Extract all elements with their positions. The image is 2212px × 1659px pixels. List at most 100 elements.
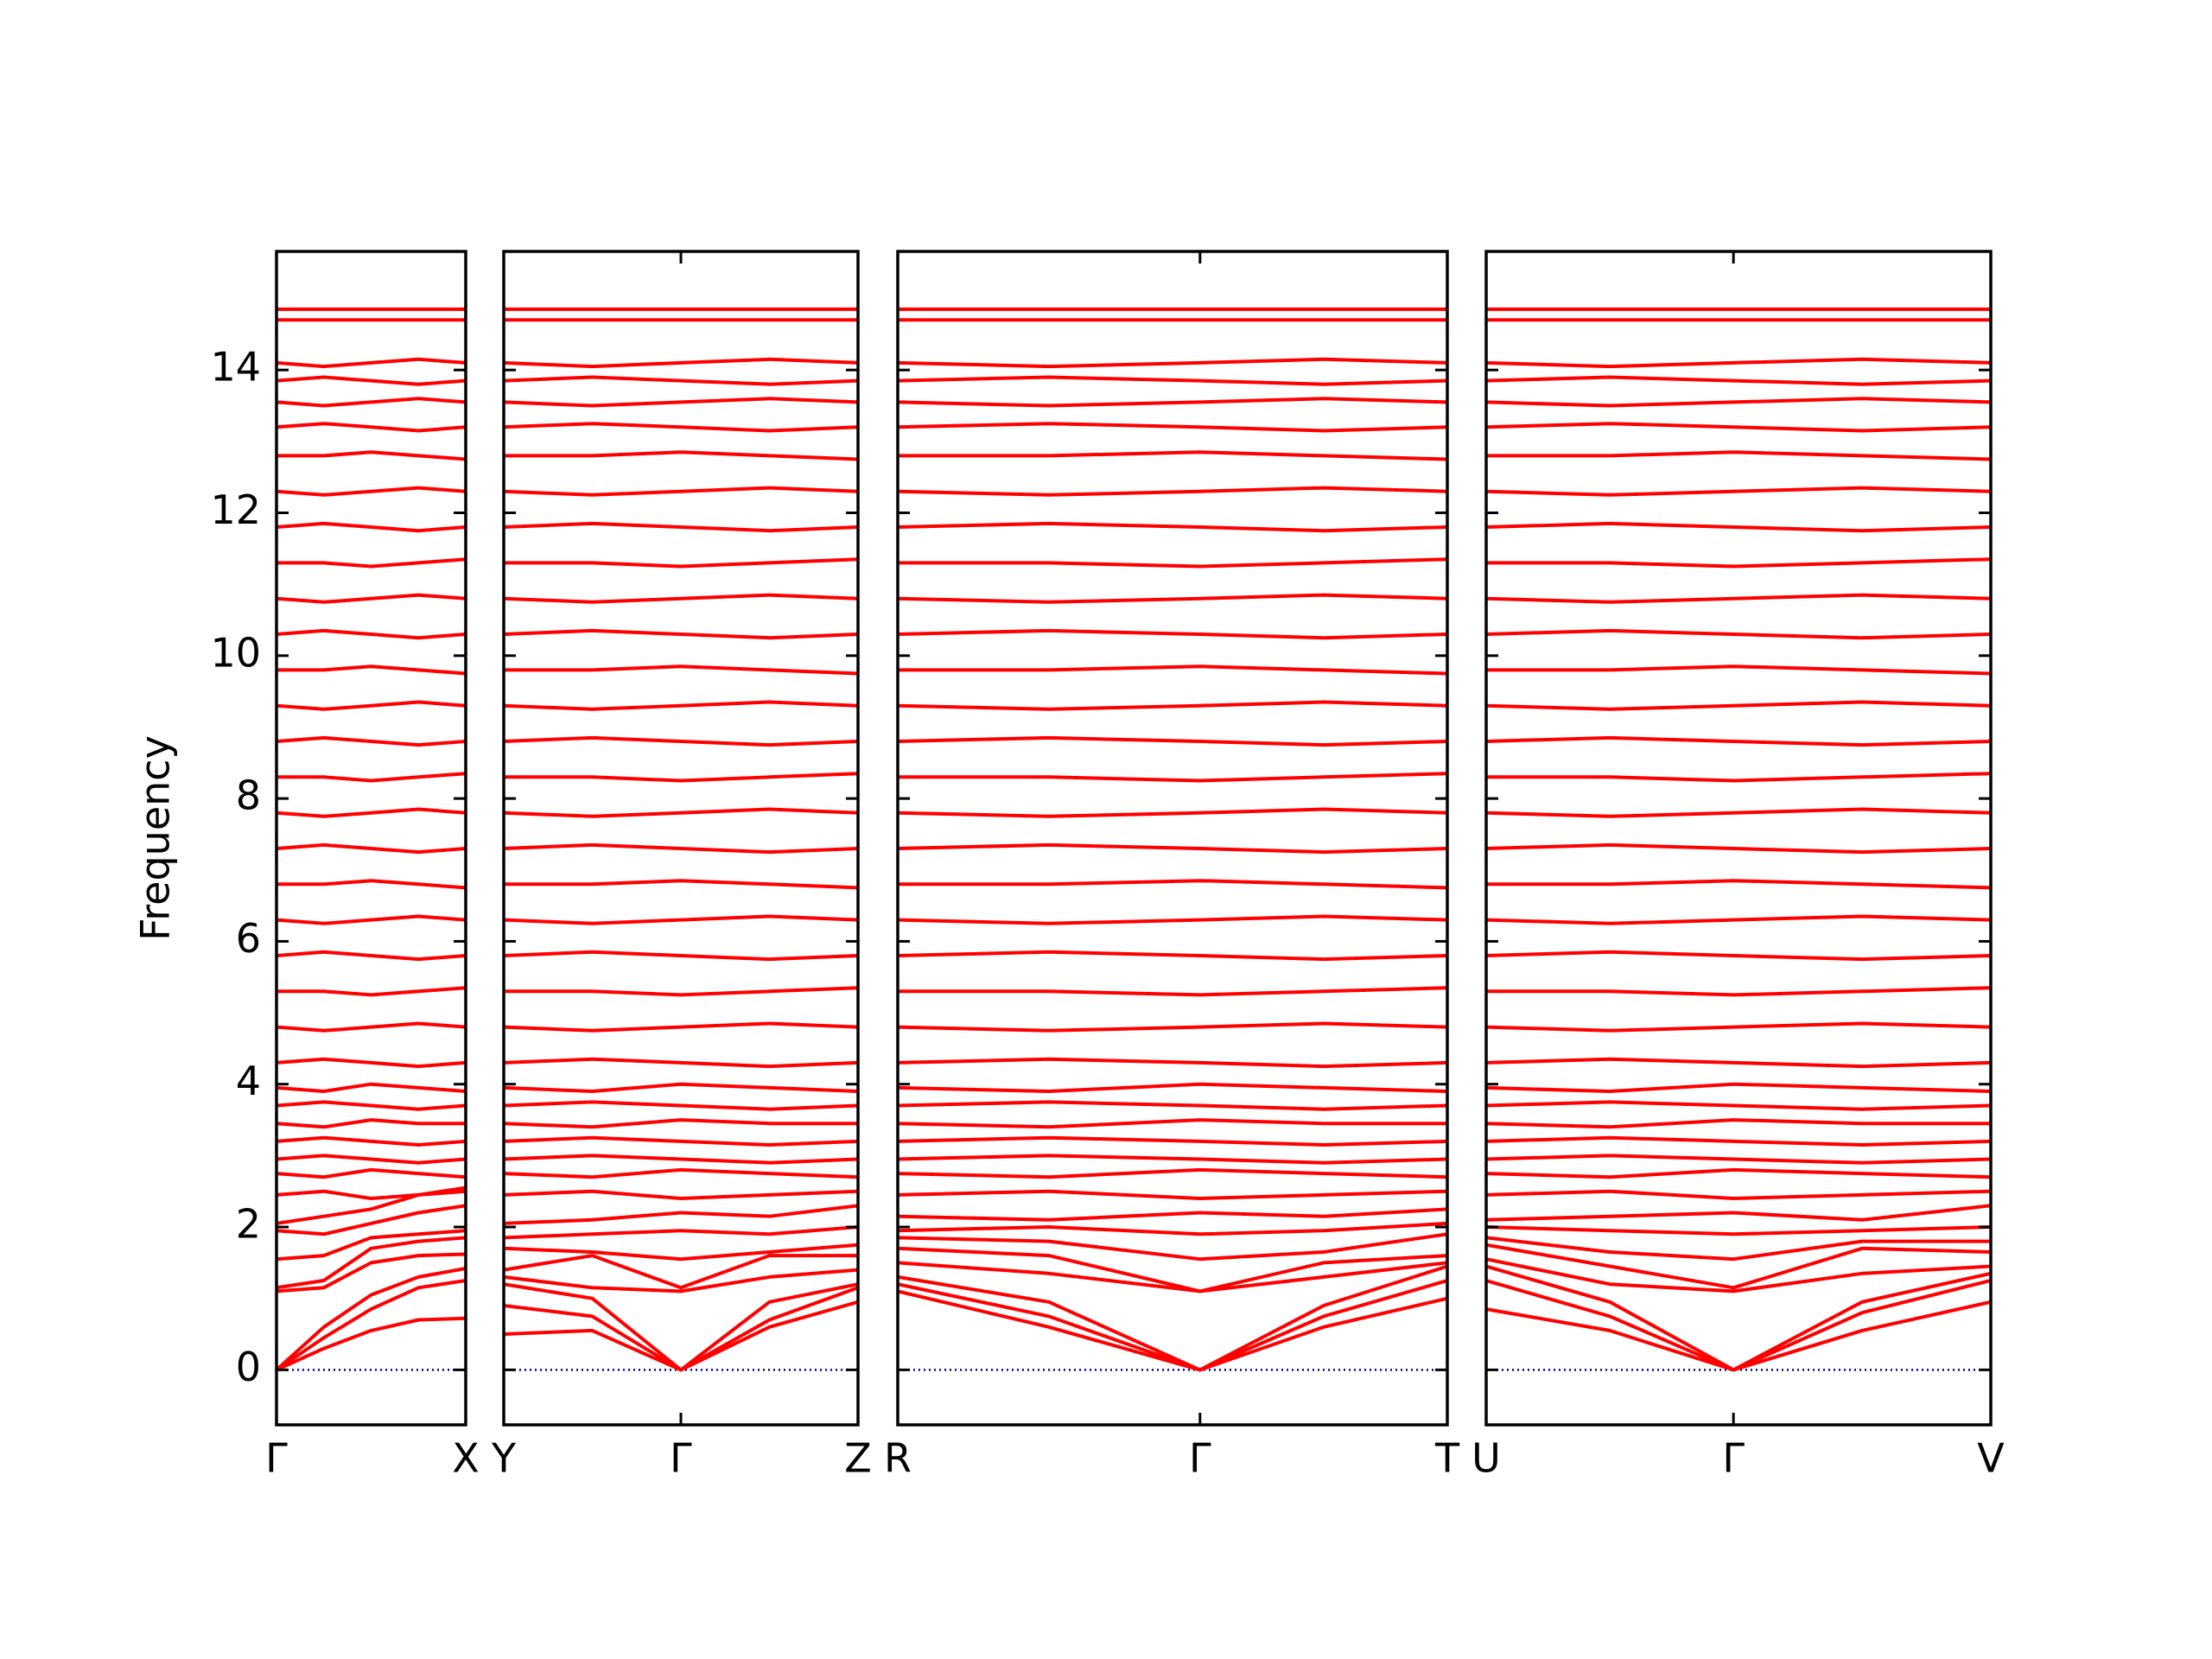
band: [898, 1264, 1447, 1372]
band: [504, 986, 858, 997]
band: [504, 593, 858, 604]
band: [898, 375, 1447, 386]
band: [504, 842, 858, 855]
band: [1486, 422, 1991, 433]
band: [898, 1261, 1447, 1294]
band: [276, 1279, 466, 1372]
band: [1486, 397, 1991, 408]
band: [276, 357, 466, 369]
band: [504, 375, 858, 386]
band: [898, 486, 1447, 497]
band: [504, 772, 858, 783]
plot-frame: [502, 250, 860, 1427]
band: [1486, 1021, 1991, 1033]
band: [276, 1118, 466, 1129]
band: [898, 950, 1447, 962]
band: [276, 1316, 466, 1372]
band: [1486, 772, 1991, 783]
band: [1486, 628, 1991, 640]
band: [898, 1167, 1447, 1179]
band: [504, 1082, 858, 1093]
band: [1486, 1300, 1991, 1372]
band: [276, 486, 466, 497]
band: [504, 735, 858, 747]
band: [898, 772, 1447, 783]
band: [898, 735, 1447, 747]
band: [898, 357, 1447, 369]
band: [898, 1021, 1447, 1033]
band: [276, 1100, 466, 1111]
band: [898, 1207, 1447, 1222]
band: [898, 628, 1447, 640]
band: [1486, 879, 1991, 890]
band: [1486, 593, 1991, 604]
band: [504, 486, 858, 497]
band: [1486, 1236, 1991, 1262]
band: [898, 422, 1447, 433]
band: [898, 914, 1447, 925]
y-axis-label: Frequency: [132, 735, 179, 941]
band: [1486, 1154, 1991, 1165]
band: [276, 842, 466, 855]
band: [504, 422, 858, 433]
plot-frame: [1484, 250, 1993, 1427]
band: [504, 1286, 858, 1372]
band: [1486, 842, 1991, 855]
band: [1486, 1167, 1991, 1179]
plot-frame: [896, 250, 1449, 1427]
plot-area: [276, 307, 466, 1372]
band: [276, 1057, 466, 1069]
band: [898, 879, 1447, 890]
band: [898, 450, 1447, 461]
y-tick-label: 4: [236, 1058, 261, 1104]
band: [504, 1189, 858, 1200]
band: [276, 1229, 466, 1262]
band: [1486, 486, 1991, 497]
x-tick-label: Γ: [1722, 1435, 1745, 1482]
band: [276, 1021, 466, 1033]
band: [1486, 735, 1991, 747]
band: [276, 1236, 466, 1290]
band: [276, 1204, 466, 1236]
plot-area: [504, 307, 858, 1372]
band: [898, 807, 1447, 818]
band: [898, 700, 1447, 711]
band: [1486, 1057, 1991, 1069]
band: [1486, 1257, 1991, 1294]
band: [276, 593, 466, 604]
band: [898, 1057, 1447, 1069]
band: [898, 397, 1447, 408]
band: [276, 397, 466, 408]
band: [898, 521, 1447, 533]
band: [276, 557, 466, 569]
band: [1486, 521, 1991, 533]
y-tick-label: 0: [236, 1344, 261, 1390]
band: [504, 1243, 858, 1262]
y-tick-label: 6: [236, 915, 261, 962]
plot-area: [1486, 307, 1991, 1372]
band: [898, 1100, 1447, 1111]
band: [1486, 1204, 1991, 1222]
plot-area: [898, 307, 1447, 1372]
band: [898, 1246, 1447, 1294]
band: [504, 1268, 858, 1294]
band: [1486, 1189, 1991, 1200]
band: [504, 879, 858, 890]
y-tick-label: 10: [210, 629, 261, 676]
y-tick-label: 8: [236, 772, 261, 819]
band: [898, 1221, 1447, 1236]
band: [898, 1232, 1447, 1262]
band: [276, 521, 466, 533]
band: [504, 1100, 858, 1111]
band: [276, 375, 466, 386]
band: [504, 664, 858, 676]
band: [1486, 1135, 1991, 1147]
band: [898, 1154, 1447, 1165]
band: [276, 1135, 466, 1147]
band: [504, 807, 858, 818]
band: [898, 1189, 1447, 1200]
band: [276, 628, 466, 640]
band: [504, 1021, 858, 1033]
